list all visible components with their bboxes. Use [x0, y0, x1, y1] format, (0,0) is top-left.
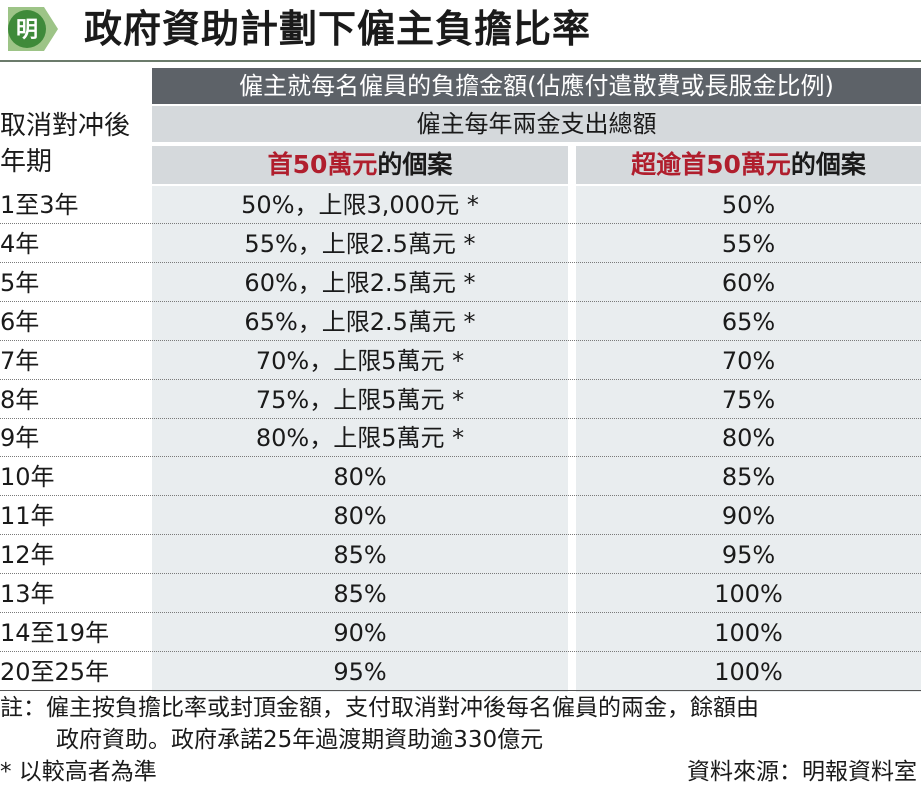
first-500k-cell: 70%，上限5萬元 * — [255, 346, 465, 375]
first-500k-cell: 95% — [333, 657, 387, 686]
period-header-line2: 年期 — [0, 147, 53, 177]
first-500k-column-bg — [152, 186, 568, 692]
table-row: 8年 75%，上限5萬元 * 75% — [0, 381, 921, 419]
footnote: * 以較高者為準 — [0, 759, 157, 785]
period-cell: 7年 — [0, 346, 40, 375]
row-divider — [0, 612, 921, 613]
period-cell: 6年 — [0, 307, 40, 336]
first-500k-cell: 80% — [333, 463, 387, 492]
first-500k-cell: 65%，上限2.5萬元 * — [244, 307, 476, 336]
over-500k-cell: 95% — [721, 541, 776, 570]
over-500k-cell: 60% — [721, 268, 776, 297]
period-cell: 12年 — [0, 541, 55, 570]
first-500k-cell: 90% — [333, 618, 387, 647]
first-500k-cell: 60%，上限2.5萬元 * — [244, 268, 476, 297]
table-row: 5年 60%，上限2.5萬元 * 60% — [0, 264, 921, 302]
period-cell: 5年 — [0, 268, 40, 297]
table-row: 10年 80% 85% — [0, 458, 921, 497]
row-divider — [0, 650, 921, 652]
first-500k-cell: 55%，上限2.5萬元 * — [244, 229, 476, 258]
row-divider — [0, 534, 921, 536]
first-500k-cell: 85% — [333, 580, 387, 608]
table-row: 6年 65%，上限2.5萬元 * 65% — [0, 303, 921, 341]
table-row: 7年 70%，上限5萬元 * 70% — [0, 342, 921, 380]
period-header-line1: 取消對冲後 — [0, 111, 131, 141]
table-row: 13年 85% 100% — [0, 575, 921, 613]
over-500k-header: 超逾首50萬元的個案 — [576, 146, 921, 184]
over-500k-cell: 100% — [714, 657, 783, 686]
over-500k-cell: 75% — [721, 385, 776, 414]
over-500k-cell: 50% — [721, 191, 776, 219]
period-cell: 1至3年 — [0, 191, 79, 219]
row-divider — [0, 378, 921, 380]
row-divider — [0, 339, 921, 341]
first-500k-cell: 50%，上限3,000元 * — [241, 191, 479, 219]
table-row: 1至3年 50%，上限3,000元 * 50% — [0, 186, 921, 224]
over-500k-header-red: 超逾首50萬元 — [631, 150, 791, 179]
period-cell: 11年 — [0, 502, 55, 531]
over-500k-cell: 85% — [721, 463, 776, 492]
table-row: 20至25年 95% 100% — [0, 653, 921, 691]
header-row-2: 僱主每年兩金支出總額 — [152, 106, 921, 142]
period-cell: 13年 — [0, 580, 55, 608]
row-divider — [0, 300, 921, 302]
row-divider — [0, 495, 921, 497]
over-500k-cell: 100% — [714, 618, 783, 647]
first-500k-header-red: 首50萬元 — [267, 150, 378, 179]
title-divider — [0, 60, 921, 62]
table-row: 4年 55%，上限2.5萬元 * 55% — [0, 225, 921, 263]
source-credit: 資料來源：明報資料室 — [687, 759, 917, 785]
row-divider — [0, 261, 921, 263]
row-divider — [0, 417, 921, 419]
over-500k-cell: 65% — [721, 307, 776, 336]
over-500k-cell: 70% — [721, 346, 776, 375]
period-cell: 4年 — [0, 229, 40, 258]
period-cell: 14至19年 — [0, 618, 110, 647]
table-row: 9年 80%，上限5萬元 * 80% — [0, 419, 921, 458]
table-row: 14至19年 90% 100% — [0, 614, 921, 652]
over-500k-cell: 80% — [721, 424, 776, 453]
over-500k-cell: 55% — [721, 229, 776, 258]
table-bottom-rule — [0, 690, 921, 691]
header: 明 政府資助計劃下僱主負擔比率 — [0, 0, 921, 60]
over-500k-column-bg — [576, 186, 921, 692]
over-500k-cell: 100% — [714, 580, 783, 608]
note-line-2: 政府資助。政府承諾25年過渡期資助逾330億元 — [56, 727, 544, 753]
row-divider — [0, 456, 921, 458]
first-500k-cell: 75%，上限5萬元 * — [255, 385, 465, 414]
over-500k-cell: 90% — [721, 502, 776, 531]
period-cell: 10年 — [0, 463, 55, 492]
row-divider — [0, 573, 921, 575]
note-line-1: 註：僱主按負擔比率或封頂金額，支付取消對冲後每名僱員的兩金，餘額由 — [0, 695, 759, 721]
row-divider — [0, 223, 921, 224]
header-row-1: 僱主就每名僱員的負擔金額(佔應付遣散費或長服金比例) — [152, 68, 921, 104]
period-cell: 8年 — [0, 385, 40, 414]
period-cell: 9年 — [0, 424, 40, 453]
period-cell: 20至25年 — [0, 657, 110, 686]
logo-text: 明 — [16, 18, 38, 43]
first-500k-cell: 85% — [333, 541, 387, 570]
first-500k-header: 首50萬元的個案 — [152, 146, 568, 184]
mingpao-logo-icon: 明 — [8, 7, 58, 51]
first-500k-cell: 80% — [333, 502, 387, 531]
first-500k-header-rest: 的個案 — [377, 150, 453, 179]
table-row: 11年 80% 90% — [0, 497, 921, 536]
over-500k-header-rest: 的個案 — [790, 150, 866, 179]
table-row: 12年 85% 95% — [0, 536, 921, 575]
page-title: 政府資助計劃下僱主負擔比率 — [84, 7, 592, 51]
first-500k-cell: 80%，上限5萬元 * — [255, 424, 465, 453]
